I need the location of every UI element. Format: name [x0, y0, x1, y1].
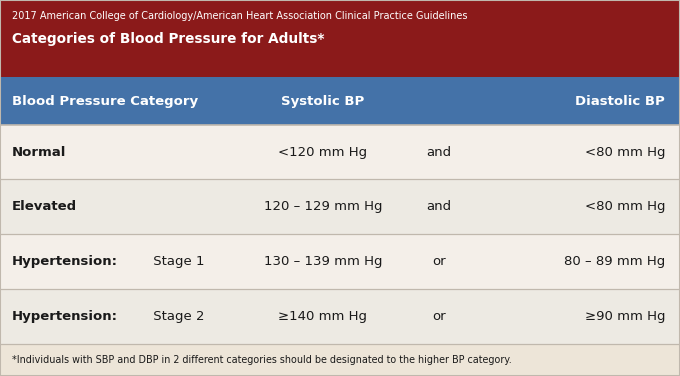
Text: Stage 2: Stage 2 — [149, 310, 205, 323]
Text: Elevated: Elevated — [12, 200, 78, 214]
Text: Systolic BP: Systolic BP — [282, 95, 364, 108]
Text: or: or — [432, 255, 445, 268]
Text: or: or — [432, 310, 445, 323]
Text: <80 mm Hg: <80 mm Hg — [585, 200, 665, 214]
Bar — [0, 234, 680, 289]
Text: <80 mm Hg: <80 mm Hg — [585, 146, 665, 159]
Text: and: and — [426, 200, 451, 214]
Bar — [0, 289, 680, 344]
Bar — [0, 77, 680, 125]
Text: Diastolic BP: Diastolic BP — [575, 95, 665, 108]
Text: Categories of Blood Pressure for Adults*: Categories of Blood Pressure for Adults* — [12, 32, 325, 46]
Text: Hypertension:: Hypertension: — [12, 255, 118, 268]
Text: ≥140 mm Hg: ≥140 mm Hg — [279, 310, 367, 323]
Text: 130 – 139 mm Hg: 130 – 139 mm Hg — [264, 255, 382, 268]
Text: 120 – 129 mm Hg: 120 – 129 mm Hg — [264, 200, 382, 214]
Text: Normal: Normal — [12, 146, 67, 159]
Text: <120 mm Hg: <120 mm Hg — [278, 146, 368, 159]
Text: *Individuals with SBP and DBP in 2 different categories should be designated to : *Individuals with SBP and DBP in 2 diffe… — [12, 355, 512, 365]
Bar — [0, 125, 680, 179]
Text: and: and — [426, 146, 451, 159]
Bar — [0, 0, 680, 77]
Text: 80 – 89 mm Hg: 80 – 89 mm Hg — [564, 255, 665, 268]
Bar — [0, 344, 680, 376]
Text: ≥90 mm Hg: ≥90 mm Hg — [585, 310, 665, 323]
Text: Blood Pressure Category: Blood Pressure Category — [12, 95, 199, 108]
Text: Stage 1: Stage 1 — [149, 255, 205, 268]
Text: 2017 American College of Cardiology/American Heart Association Clinical Practice: 2017 American College of Cardiology/Amer… — [12, 11, 468, 21]
Text: Hypertension:: Hypertension: — [12, 310, 118, 323]
Bar — [0, 179, 680, 234]
